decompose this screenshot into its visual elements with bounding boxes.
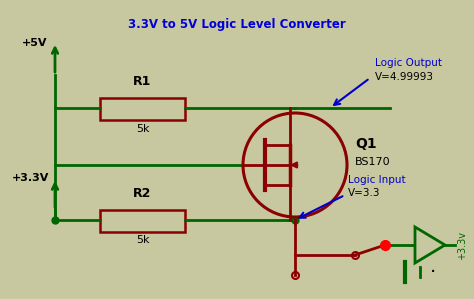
- Text: Q1: Q1: [355, 137, 377, 151]
- Text: +3.3V: +3.3V: [12, 173, 49, 183]
- Text: ·: ·: [430, 263, 436, 281]
- Text: Logic Output: Logic Output: [375, 58, 442, 68]
- Text: BS170: BS170: [355, 157, 391, 167]
- Text: +3.3v: +3.3v: [457, 231, 467, 260]
- Text: R1: R1: [133, 75, 152, 88]
- Text: +5V: +5V: [22, 38, 47, 48]
- Text: R2: R2: [133, 187, 152, 200]
- Circle shape: [243, 113, 347, 217]
- Text: 5k: 5k: [136, 235, 149, 245]
- Text: 3.3V to 5V Logic Level Converter: 3.3V to 5V Logic Level Converter: [128, 18, 346, 31]
- Bar: [100, 98, 185, 120]
- Bar: [100, 210, 185, 232]
- Polygon shape: [415, 227, 445, 263]
- Text: V=3.3: V=3.3: [348, 188, 381, 198]
- Text: 5k: 5k: [136, 124, 149, 134]
- Text: V=4.99993: V=4.99993: [375, 72, 434, 82]
- Text: Logic Input: Logic Input: [348, 175, 406, 185]
